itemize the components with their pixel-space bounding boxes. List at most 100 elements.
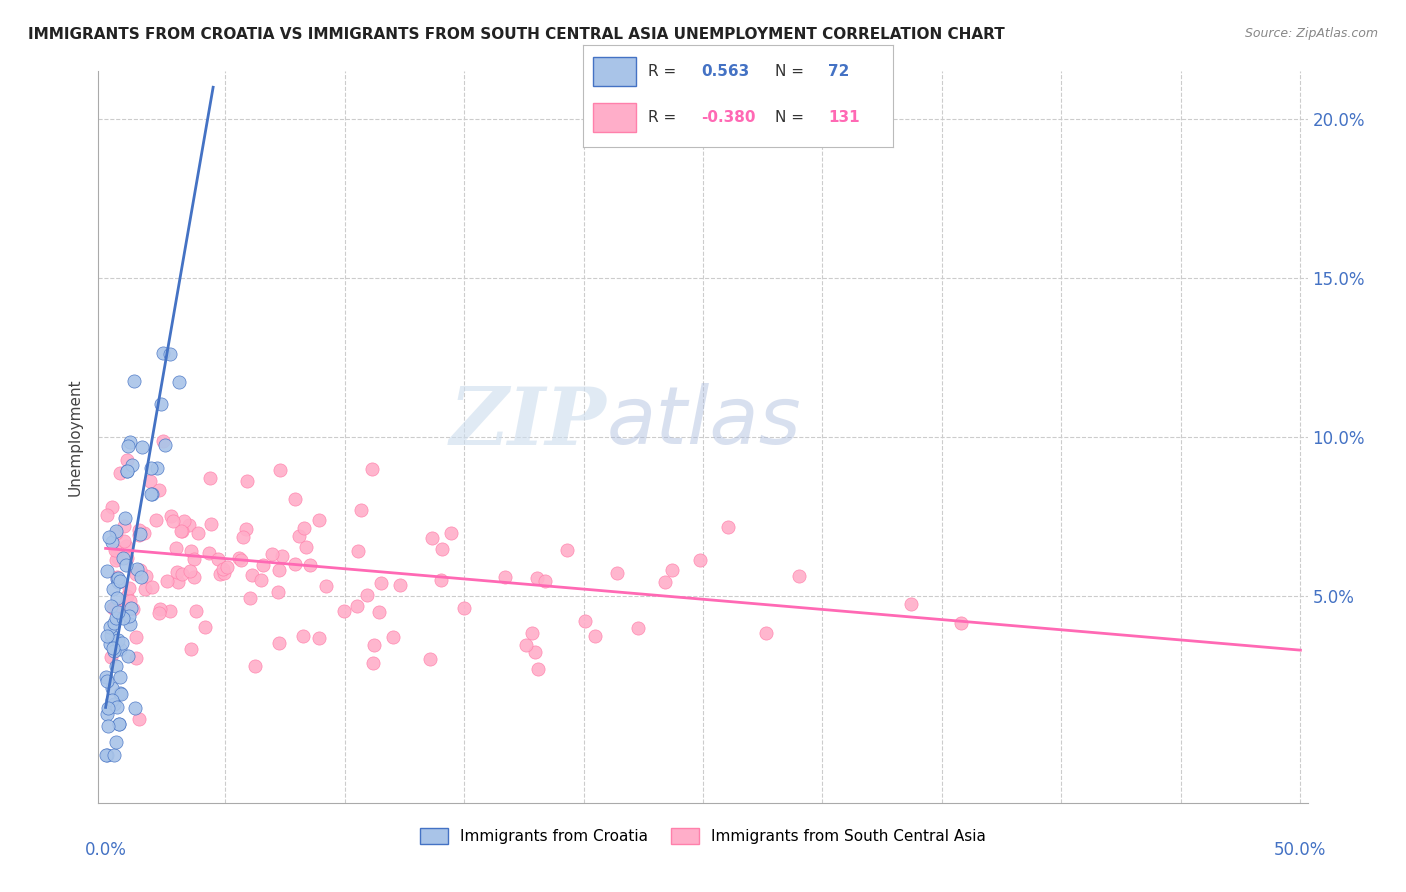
Point [350,503,373,517]
Point [308,513,330,527]
Point [107,632,129,647]
Point [250,574,273,588]
Point [134,582,156,596]
Point [120,434,142,449]
Point [122,602,145,616]
Point [194,620,217,634]
Point [183,551,205,566]
Text: IMMIGRANTS FROM CROATIA VS IMMIGRANTS FROM SOUTH CENTRAL ASIA UNEMPLOYMENT CORRE: IMMIGRANTS FROM CROATIA VS IMMIGRANTS FR… [28,27,1005,42]
Bar [593,103,636,132]
Point [94,748,117,763]
Point [107,551,129,566]
Point [104,553,127,567]
Point [308,631,330,645]
Point [103,615,125,630]
Point [100,693,122,707]
Point [654,574,676,589]
Point [288,529,311,543]
Point [105,658,128,673]
Point [236,474,259,488]
Point [103,644,125,658]
Point [101,534,124,549]
Point [167,575,190,590]
Point [382,631,405,645]
Point [173,514,195,528]
Point [104,526,127,541]
Point [148,483,170,497]
Point [626,621,648,635]
Point [267,584,290,599]
Text: N =: N = [775,110,808,125]
Point [101,582,124,596]
Point [118,608,141,623]
Bar [593,57,636,86]
Point [346,599,368,613]
Point [187,525,209,540]
Point [104,633,127,648]
Point [209,566,232,581]
Point [135,569,157,583]
Point [100,628,122,642]
Point [332,604,354,618]
Point [243,658,266,673]
Legend: Immigrants from Croatia, Immigrants from South Central Asia: Immigrants from Croatia, Immigrants from… [415,822,991,850]
Text: R =: R = [648,110,682,125]
Point [96,748,118,763]
Point [526,571,548,585]
Point [526,662,548,676]
Point [606,566,628,581]
Point [139,461,162,475]
Point [295,540,318,554]
Point [97,700,120,714]
Point [315,579,337,593]
Point [298,558,321,573]
Point [430,574,453,588]
Point [105,570,128,584]
Point [105,640,128,655]
Text: atlas: atlas [606,384,801,461]
Point [180,641,202,656]
Point [370,576,392,591]
Point [96,674,118,689]
Point [115,465,138,479]
Point [167,375,190,389]
Point [96,564,118,578]
Point [96,706,118,721]
Point [103,601,125,615]
Point [520,626,543,640]
Point [689,553,711,567]
Point [495,570,517,584]
Point [170,524,193,538]
Text: 50.0%: 50.0% [1274,841,1327,859]
Point [108,642,131,657]
Point [122,375,145,389]
Point [211,562,233,576]
Point [515,638,537,652]
Y-axis label: Unemployment: Unemployment [67,378,83,496]
Point [128,523,150,537]
Point [179,565,201,579]
Point [107,605,129,619]
Point [115,589,138,603]
Point [100,599,122,613]
Point [252,558,274,572]
Point [368,605,391,619]
Point [132,526,155,541]
Text: N =: N = [775,63,808,78]
Point [108,670,131,684]
Point [103,601,125,615]
Point [125,630,148,644]
Point [292,629,315,643]
Point [129,527,152,541]
Point [271,549,294,563]
Text: ZIP: ZIP [450,384,606,461]
Point [112,519,135,533]
Point [152,346,174,360]
Point [98,637,121,651]
Point [105,573,128,587]
Point [198,471,221,485]
Point [114,540,136,554]
Point [129,564,152,578]
Point [105,699,128,714]
Point [112,534,135,549]
